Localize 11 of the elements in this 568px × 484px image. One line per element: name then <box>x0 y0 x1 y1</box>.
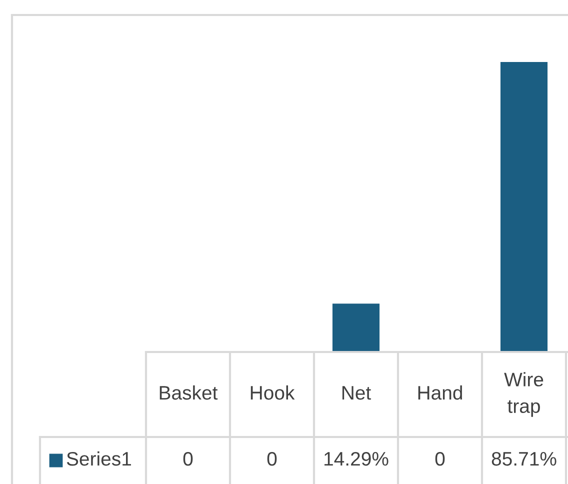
x-tick-label: Wire trap <box>504 372 544 417</box>
data-label: 0 <box>435 452 445 466</box>
x-tick-label: Basket <box>160 385 218 400</box>
x-tick-label: Hook <box>250 385 295 400</box>
data-label: 0 <box>267 452 277 466</box>
data-label: 85.71% <box>492 452 556 466</box>
data-label: 0 <box>183 452 193 466</box>
legend-label: Series1 <box>66 451 131 466</box>
x-tick-label: Net <box>342 386 371 400</box>
data-label: 14.29% <box>324 452 388 466</box>
x-tick-label: Hand <box>418 385 462 400</box>
